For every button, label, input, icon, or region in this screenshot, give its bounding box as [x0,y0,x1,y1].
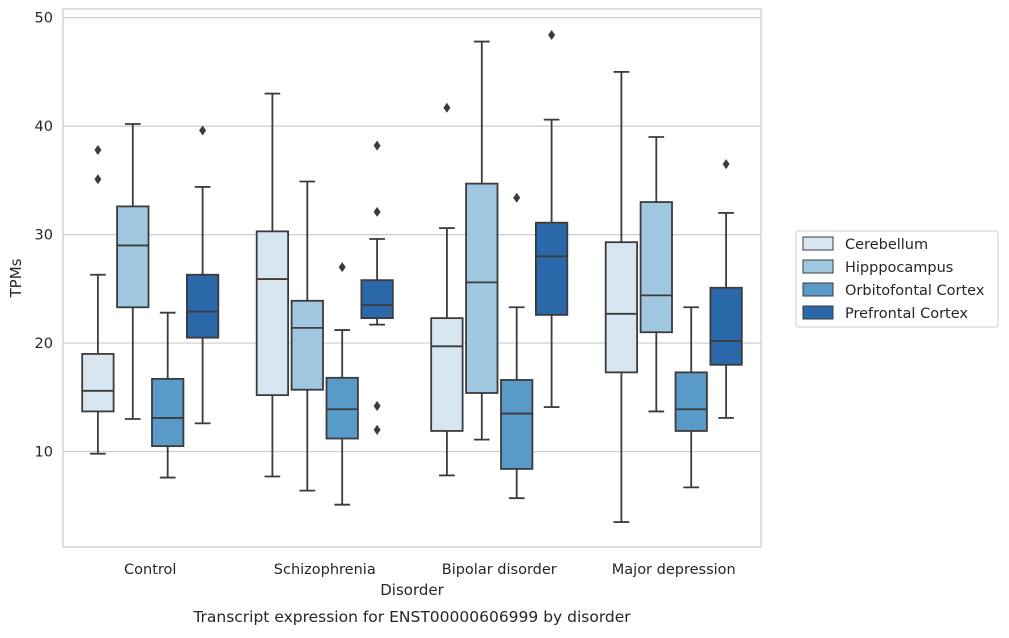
grid-lines [63,17,761,453]
box-iqr [116,205,150,309]
x-tick-label: Bipolar disorder [442,562,557,578]
legend-swatch [802,305,834,320]
box-group [604,71,639,523]
box-group [709,159,743,419]
box-group [116,123,150,420]
legend-frame [795,230,999,328]
y-tick-label: 20 [35,336,53,352]
x-tick-label: Major depression [612,562,736,578]
box-iqr [81,353,115,413]
legend-label: Cerebellum [845,237,928,253]
outlier-point [443,102,451,113]
box-group [639,136,673,413]
legend-label: Hipppocampus [845,260,953,276]
box-iqr [604,241,639,374]
box-group [430,102,464,477]
plot-frame [62,8,762,548]
outlier-point [722,159,730,170]
outlier-point [373,140,381,151]
box-group [500,192,534,500]
outlier-point [338,262,346,273]
x-tick-label: Schizophrenia [274,562,376,578]
box-iqr [465,182,499,394]
box-iqr [185,273,220,339]
legend-label: Prefrontal Cortex [845,306,968,322]
box-group [185,125,220,425]
outlier-point [94,174,102,185]
box-iqr [255,230,290,397]
legend-label: Orbitofontal Cortex [845,283,985,299]
box-iqr [290,299,324,391]
boxes [81,30,743,523]
box-group [151,311,185,479]
box-group [674,306,708,489]
box-iqr [709,286,743,366]
box-iqr [325,376,359,440]
box-iqr [151,377,185,448]
box-iqr [639,201,673,334]
legend-swatch [802,236,834,251]
legend-swatch [802,282,834,297]
y-axis-label: TPMs [7,258,25,298]
box-group [255,92,290,478]
y-tick-label: 10 [35,445,53,461]
box-iqr [674,371,708,432]
box-group [534,30,569,408]
outlier-point [548,30,556,41]
x-axis-label: Disorder [380,581,444,599]
outlier-point [373,400,381,411]
legend: Cerebellum Hipppocampus Orbitofontal Corte… [795,230,999,328]
outlier-point [373,206,381,217]
box-group [360,140,394,435]
box-iqr [430,317,464,432]
y-tick-label: 40 [35,119,53,135]
x-tick-labels: Control Schizophrenia Bipolar disorder Majo… [124,562,736,578]
outlier-point [513,192,521,203]
y-tick-label: 30 [35,228,53,244]
box-group [290,180,324,492]
box-iqr [534,221,569,316]
box-group [465,40,499,441]
box-iqr [500,379,534,470]
box-group [325,262,359,506]
y-tick-labels: 10 20 30 40 50 [35,11,53,461]
legend-swatch [802,259,834,274]
x-tick-label: Control [124,562,176,578]
outlier-point [199,125,207,136]
figure-caption: Transcript expression for ENST0000060699… [192,608,631,626]
outlier-point [373,424,381,435]
y-tick-label: 50 [35,11,53,27]
box-group [81,145,115,455]
outlier-point [94,145,102,156]
box-iqr [360,279,394,320]
